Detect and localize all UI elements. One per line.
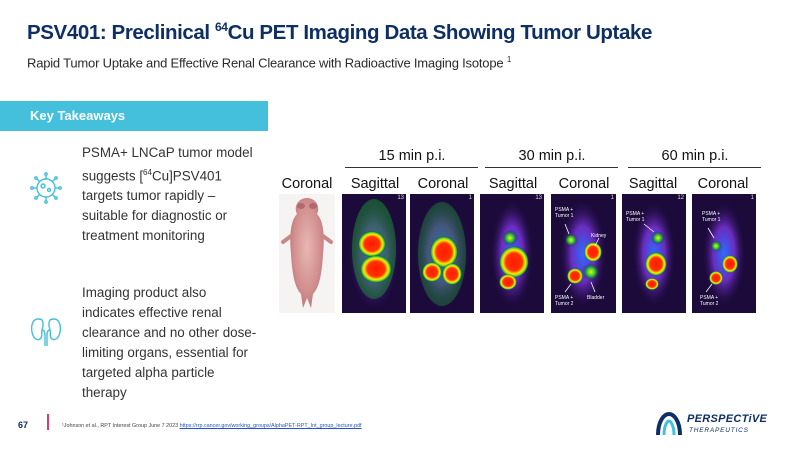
mouse-photo [279,194,335,313]
pet-sagittal-30min: 13 [480,194,544,313]
reference-link[interactable]: https://rrp.cancer.gov/working_groups/Al… [179,423,362,429]
pet-sagittal-60min: 12 PSMA + Tumor 1 [622,194,686,313]
key-takeaways-bar: Key Takeaways [0,101,268,131]
page-number: 67 [18,420,29,430]
col-label-coronal-60: Coronal [697,176,749,192]
annotation-tumor1: PSMA + Tumor 1 [555,207,574,219]
annotation-tumor2: PSMA + Tumor 2 [555,295,574,307]
logo-name: PERSPECTiVE [687,413,768,425]
pet-coronal-60min: 1 PSMA + Tumor 1 PSMA + Tumor 2 [692,194,756,313]
takeaway-2: Imaging product also indicates effective… [82,285,257,400]
group-60min-rule [628,167,761,168]
annotation-kidney: Kidney [591,233,607,239]
panel-number: 13 [535,195,542,201]
annotation-tumor2: PSMA + Tumor 2 [700,295,719,307]
col-label-sagittal-30: Sagittal [488,176,538,192]
annotation-tumor1: PSMA + Tumor 1 [626,211,645,223]
panel-number: 1 [750,195,754,201]
col-label-coronal-photo: Coronal [281,176,333,192]
panel-number: 12 [677,195,684,201]
group-15min: 15 min p.i. [378,148,446,164]
pet-coronal-15min: 1 [410,194,474,313]
logo-mark-icon [656,411,682,436]
group-30min: 30 min p.i. [518,148,586,164]
key-takeaways-heading: Key Takeaways [30,108,126,123]
kidneys-icon [30,318,62,346]
annotation-tumor1: PSMA + Tumor 1 [702,211,721,223]
page-subtitle: Rapid Tumor Uptake and Effective Renal C… [27,55,512,71]
company-logo: PERSPECTiVE THERAPEUTICS [653,409,783,439]
panel-number: 1 [468,195,472,201]
col-label-coronal-15: Coronal [417,176,469,192]
annotation-bladder: Bladder [587,295,605,301]
footer-divider [47,414,49,430]
pet-sagittal-15min: 13 [342,194,406,313]
panel-number: 1 [610,195,614,201]
logo-subtitle: THERAPEUTICS [689,427,749,434]
takeaway-1: PSMA+ LNCaP tumor model suggests [64Cu]P… [82,145,253,244]
group-60min: 60 min p.i. [661,148,729,164]
pet-coronal-30min: 1 PSMA + Tumor 1 Kidney PSMA + Tumor 2 B… [551,194,616,313]
col-label-sagittal-15: Sagittal [350,176,400,192]
page-title: PSV401: Preclinical 64Cu PET Imaging Dat… [27,20,652,44]
footnote: ¹Johnson et al., RPT Interest Group June… [62,423,362,429]
cell-icon [30,172,62,204]
col-label-coronal-30: Coronal [558,176,610,192]
col-label-sagittal-60: Sagittal [628,176,678,192]
group-15min-rule [345,167,478,168]
group-30min-rule [485,167,618,168]
panel-number: 13 [397,195,404,201]
